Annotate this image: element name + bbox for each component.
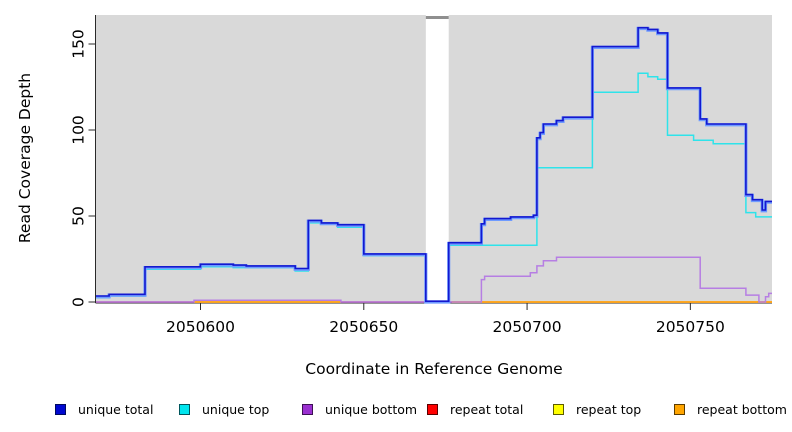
coverage-gap-cap [425, 16, 449, 19]
legend-label: unique bottom [325, 401, 418, 417]
legend-item-unique-bottom: unique bottom [302, 399, 417, 419]
legend-item-repeat-top: repeat top [553, 399, 641, 419]
legend-swatch-icon [55, 403, 66, 415]
coverage-gap-band [425, 15, 449, 302]
x-tick-label: 2050700 [493, 318, 562, 336]
x-tick-label: 2050750 [656, 318, 725, 336]
x-tick-label: 2050650 [329, 318, 398, 336]
legend-label: repeat top [576, 401, 642, 417]
legend-label: repeat bottom [697, 401, 787, 417]
x-tick-label: 2050600 [166, 318, 235, 336]
chart-legend: unique total unique top unique bottom repea… [0, 399, 792, 423]
legend-swatch-icon [427, 403, 438, 415]
series-line-unique-total [96, 26, 772, 302]
legend-label: unique top [202, 401, 270, 417]
legend-item-unique-top: unique top [179, 399, 269, 419]
y-tick-label: 150 [69, 29, 87, 59]
legend-swatch-icon [179, 403, 190, 415]
y-tick-label: 50 [69, 206, 87, 226]
legend-swatch-icon [674, 403, 685, 415]
x-axis-title: Coordinate in Reference Genome [305, 360, 562, 378]
legend-item-repeat-total: repeat total [427, 399, 523, 419]
chart-canvas: 0 50 100 150 2050600 2050650 2050700 2050750 Re… [16, 15, 772, 378]
series-line-unique-bottom [96, 256, 772, 303]
legend-swatch-icon [302, 403, 313, 415]
legend-item-repeat-bottom: repeat bottom [674, 399, 787, 419]
legend-label: repeat total [450, 401, 524, 417]
legend-label: unique total [78, 401, 154, 417]
legend-item-unique-total: unique total [55, 399, 153, 419]
legend-swatch-icon [553, 403, 564, 415]
y-tick-label: 100 [69, 115, 87, 145]
series-line-unique-top [96, 72, 772, 303]
y-axis-title: Read Coverage Depth [16, 73, 34, 243]
y-tick-label: 0 [69, 297, 87, 307]
